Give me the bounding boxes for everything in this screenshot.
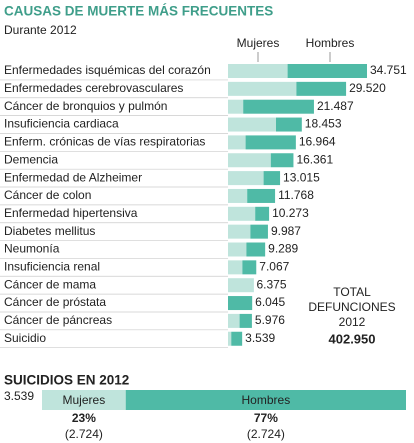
value-label: 9.987 xyxy=(271,224,301,238)
bar-segment xyxy=(276,117,302,132)
value-label: 34.751 xyxy=(370,63,407,77)
bar-segment xyxy=(228,260,243,275)
bar-segment xyxy=(228,206,256,221)
legend-label: Mujeres xyxy=(237,36,280,50)
total-caption: TOTAL xyxy=(333,285,371,299)
total-caption: DEFUNCIONES xyxy=(308,300,395,314)
bar-segment xyxy=(228,224,251,239)
bar-segment xyxy=(239,313,252,328)
value-label: 7.067 xyxy=(259,260,289,274)
bar-segment xyxy=(228,313,240,328)
category-label: Demencia xyxy=(4,152,58,166)
category-label: Suicidio xyxy=(4,331,46,345)
bar-segment xyxy=(228,81,297,96)
total-caption: 2012 xyxy=(339,315,366,329)
bar-segment xyxy=(255,206,270,221)
category-label: Enfermedades cerebrovasculares xyxy=(4,81,183,95)
value-label: 9.289 xyxy=(268,242,298,256)
total-value: 402.950 xyxy=(329,331,376,346)
chart-subtitle: Durante 2012 xyxy=(4,23,77,37)
bar-segment xyxy=(228,135,246,150)
bar-segment xyxy=(228,64,288,78)
bar-segment xyxy=(228,99,244,114)
bar-segment xyxy=(247,188,276,203)
bar-segment xyxy=(228,331,232,346)
category-label: Cáncer de colon xyxy=(4,188,91,202)
bar-segment xyxy=(231,331,243,346)
category-label: Cáncer de bronquios y pulmón xyxy=(4,99,167,113)
category-label: 3.539 xyxy=(4,389,34,403)
value-label: 16.964 xyxy=(299,135,336,149)
category-label: Insuficiencia renal xyxy=(4,260,100,274)
value-label: 18.453 xyxy=(305,117,342,131)
category-label: Neumonía xyxy=(4,242,60,256)
percent-label: 23% xyxy=(72,411,96,425)
category-label: Enfermedad de Alzheimer xyxy=(4,170,142,184)
segment-name: Hombres xyxy=(242,393,291,407)
value-label: 10.273 xyxy=(272,206,309,220)
bar-segment xyxy=(263,171,281,186)
segment-name: Mujeres xyxy=(63,393,106,407)
value-label: 13.015 xyxy=(283,170,320,184)
bar-segment xyxy=(228,171,264,186)
bar-segment xyxy=(125,390,406,410)
value-label: 29.520 xyxy=(349,81,386,95)
bar-segment xyxy=(245,135,296,150)
bar-segment xyxy=(228,278,254,293)
value-label: 6.375 xyxy=(257,277,287,291)
bar-segment xyxy=(42,390,126,410)
chart-title: CAUSAS DE MUERTE MÁS FRECUENTES xyxy=(4,4,273,19)
bar-segment xyxy=(228,117,276,132)
value-label: 3.539 xyxy=(245,331,275,345)
bar-segment xyxy=(242,260,257,275)
count-label: (2.724) xyxy=(65,427,103,441)
percent-label: 77% xyxy=(254,411,278,425)
value-label: 11.768 xyxy=(278,188,314,202)
category-label: Enfermedades isquémicas del corazón xyxy=(4,63,211,77)
bar-segment xyxy=(296,81,347,96)
value-label: 16.361 xyxy=(296,152,333,166)
category-label: Cáncer de páncreas xyxy=(4,313,112,327)
bar-segment xyxy=(243,99,314,114)
bar-segment xyxy=(250,224,268,239)
category-label: Enfermedad hipertensiva xyxy=(4,206,138,220)
value-label: 6.045 xyxy=(255,295,285,309)
bar-segment xyxy=(246,242,266,257)
bar-segment xyxy=(228,242,247,257)
bar-segment xyxy=(228,153,271,168)
bar-segment xyxy=(287,64,368,78)
category-label: Cáncer de mama xyxy=(4,277,96,291)
bar-segment xyxy=(228,296,253,311)
count-label: (2.724) xyxy=(247,427,285,441)
bar-segment xyxy=(270,153,294,168)
value-label: 5.976 xyxy=(255,313,285,327)
legend-label: Hombres xyxy=(306,36,355,50)
chart-title: SUICIDIOS EN 2012 xyxy=(4,373,129,388)
category-label: Diabetes mellitus xyxy=(4,224,95,238)
value-label: 21.487 xyxy=(317,99,354,113)
category-label: Insuficiencia cardiaca xyxy=(4,117,119,131)
category-label: Enferm. crónicas de vías respiratorias xyxy=(4,135,205,149)
category-label: Cáncer de próstata xyxy=(4,295,106,309)
bar-segment xyxy=(228,188,248,203)
